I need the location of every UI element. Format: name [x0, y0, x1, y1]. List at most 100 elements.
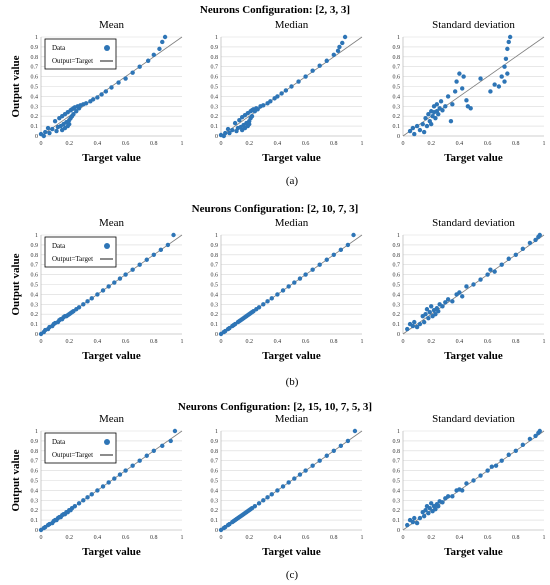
y-tick-label: 0.9 [211, 243, 219, 249]
data-point [414, 123, 420, 129]
data-point [461, 74, 466, 79]
data-point [89, 492, 94, 497]
y-tick-label: 0.3 [393, 302, 401, 308]
data-point [345, 242, 351, 248]
panels: 0 0.1 0.2 0.3 0.4 0.5 0.6 0.7 0.8 0.9 1 0 0.2 0.4 0.6 0… [10, 19, 546, 558]
y-tick-label: 0.2 [31, 114, 39, 120]
data-point [410, 323, 416, 329]
data-point [489, 464, 495, 469]
data-point [76, 501, 82, 506]
y-tick-label: 0.1 [31, 518, 39, 524]
x-tick-label: 0.6 [484, 141, 492, 147]
x-tick-label: 0.2 [245, 535, 253, 541]
y-tick-label: 0.8 [211, 253, 219, 259]
data-point [256, 305, 262, 310]
data-point [268, 99, 273, 104]
data-point [130, 70, 135, 75]
data-point [443, 300, 448, 305]
data-point [256, 501, 262, 506]
y-tick-label: 0.6 [393, 273, 401, 279]
data-point [151, 252, 156, 257]
x-axis-label: Target value [262, 152, 321, 164]
data-point [172, 428, 178, 434]
data-point [505, 46, 510, 52]
data-point [160, 39, 165, 45]
data-point [527, 240, 533, 246]
x-axis-label: Target value [444, 152, 503, 164]
y-tick-label: 0.9 [31, 45, 39, 51]
data-point [527, 436, 533, 442]
data-point [168, 438, 173, 444]
data-point [269, 492, 274, 497]
data-point [106, 284, 111, 289]
legend: Data Output=Target [44, 236, 117, 268]
data-point [533, 237, 538, 243]
legend-marker-data [104, 439, 110, 445]
y-tick-label: 0.7 [393, 65, 401, 71]
y-axis-label: Output value [10, 449, 22, 511]
data-point [103, 89, 109, 94]
x-tick-label: 0.8 [150, 141, 158, 147]
data-point [450, 102, 455, 107]
data-point [331, 52, 336, 58]
x-tick-label: 0 [220, 339, 223, 345]
chart-panel-2-1: 0 0.1 0.2 0.3 0.4 0.5 0.6 0.7 0.8 0.9 1 0 0.2 0.4 0.6 0… [211, 413, 364, 558]
data-point [43, 129, 48, 135]
y-tick-label: 0.3 [31, 104, 39, 110]
x-axis-label: Target value [82, 152, 141, 164]
y-axis-label: Output value [10, 55, 22, 117]
y-tick-label: 0.4 [31, 292, 39, 298]
x-tick-label: 1 [361, 141, 364, 147]
y-tick-label: 0.2 [211, 312, 219, 318]
data-point [81, 498, 86, 503]
x-tick-label: 1 [543, 141, 546, 147]
x-axis-label: Target value [262, 546, 321, 558]
x-tick-label: 1 [361, 535, 364, 541]
data-point [261, 103, 266, 108]
x-tick-label: 0 [220, 141, 223, 147]
y-tick-label: 0.3 [31, 302, 39, 308]
y-tick-label: 0.7 [393, 459, 401, 465]
x-tick-label: 0.8 [512, 339, 520, 345]
x-tick-label: 0.6 [122, 535, 130, 541]
y-tick-label: 0.9 [393, 439, 401, 445]
y-tick-label: 0.1 [211, 518, 219, 524]
y-tick-label: 0.9 [393, 45, 401, 51]
data-point [460, 294, 465, 299]
data-point [286, 480, 291, 485]
y-tick-label: 0.2 [393, 508, 401, 514]
chart-panel-0-0: 0 0.1 0.2 0.3 0.4 0.5 0.6 0.7 0.8 0.9 1 0 0.2 0.4 0.6 0… [10, 19, 184, 164]
data-point [426, 112, 431, 117]
data-point [405, 326, 410, 332]
data-point [130, 267, 135, 272]
data-point [412, 515, 417, 521]
data-point [445, 94, 451, 99]
data-point [338, 443, 344, 449]
x-tick-label: 0.8 [150, 339, 158, 345]
data-point [81, 302, 86, 307]
data-point [412, 131, 417, 137]
data-point [310, 68, 315, 73]
data-point [130, 463, 135, 468]
data-point [112, 280, 117, 285]
x-tick-label: 0.4 [94, 535, 102, 541]
data-point [45, 125, 51, 131]
y-tick-label: 0.1 [31, 124, 39, 130]
x-tick-label: 0 [220, 535, 223, 541]
data-point [421, 319, 427, 325]
y-tick-label: 0.5 [211, 479, 219, 485]
data-point [520, 442, 526, 448]
y-tick-label: 0.1 [211, 124, 219, 130]
data-point [445, 494, 451, 499]
data-point [492, 82, 497, 87]
data-point [426, 510, 431, 516]
x-tick-label: 0.2 [245, 339, 253, 345]
data-point [283, 88, 289, 93]
data-point [499, 262, 504, 267]
y-tick-label: 0.7 [211, 263, 219, 269]
data-point [74, 109, 79, 114]
data-point [280, 288, 286, 293]
data-point [145, 58, 151, 63]
data-point [237, 117, 242, 123]
